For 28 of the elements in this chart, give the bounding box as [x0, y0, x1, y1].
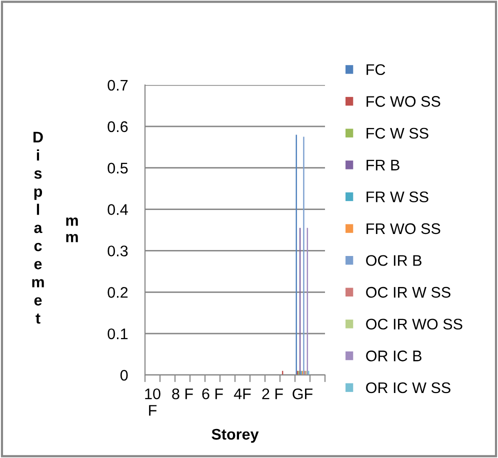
legend-label: FR B: [366, 160, 400, 170]
y-tick-label: 0.1: [108, 328, 128, 340]
legend-label: OR IC B: [366, 350, 422, 362]
y-tick-label: 0.3: [108, 246, 128, 256]
x-axis-title: Storey: [212, 428, 259, 443]
legend-label: OC IR B: [366, 255, 422, 266]
legend-label: FC WO SS: [366, 96, 440, 107]
legend-label: OC IR W SS: [366, 286, 450, 298]
x-tick-label: 10 F: [145, 388, 160, 416]
x-tick-label: 2 F: [262, 388, 283, 400]
legend-label: FC W SS: [366, 128, 428, 139]
legend-label: FC: [366, 64, 386, 76]
x-tick-label: GF: [292, 388, 312, 400]
y-tick-label: 0: [120, 370, 128, 381]
y-tick-label: 0.7: [108, 80, 128, 91]
x-tick-label: 4F: [234, 388, 251, 400]
y-tick-label: 0.5: [108, 162, 128, 174]
legend-label: FR W SS: [366, 191, 428, 202]
legend-label: OR IC W SS: [366, 382, 450, 394]
text: mm: [66, 217, 78, 242]
x-tick-label: 6 F: [202, 388, 223, 400]
x-tick-label: 8 F: [172, 388, 193, 400]
text: Displacemet: [32, 132, 44, 324]
y-tick-label: 0.6: [108, 121, 128, 132]
y-tick-label: 0.2: [108, 287, 128, 298]
legend-label: OC IR WO SS: [366, 318, 462, 330]
y-tick-label: 0.4: [108, 204, 128, 215]
legend-label: FR WO SS: [366, 223, 440, 234]
